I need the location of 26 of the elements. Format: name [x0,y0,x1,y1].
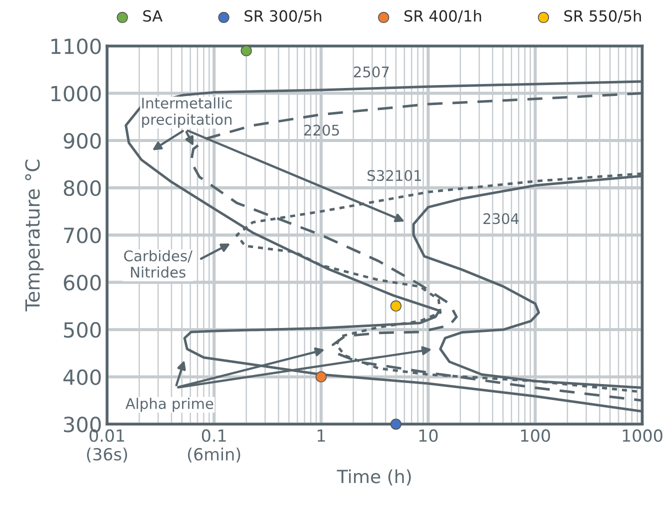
x-tick-label: 0.1 (6min) [188,429,240,463]
x-tick-label: 10 [419,429,438,442]
x-tick-label: 100 [521,429,550,442]
legend-label: SR 300/5h [244,10,322,23]
y-tick-label: 1100 [51,38,101,54]
annotation: 2507 [354,66,389,78]
y-tick-label: 1000 [51,86,101,102]
y-tick-label: 800 [64,180,101,196]
annotation: 2205 [304,124,339,136]
annotation: 2304 [483,213,519,224]
y-tick-label: 400 [63,369,101,386]
y-axis-title: Temperature °C [25,160,44,312]
y-tick-label: 700 [64,228,101,244]
annotation: Intermetallic precipitation [142,97,232,128]
legend-label: SR 400/1h [404,10,482,23]
annotation: S32101 [368,170,421,182]
legend-label: SR 550/5h [564,10,641,23]
legend-label: SA [143,10,163,22]
x-tick-label: 1 [318,430,325,442]
x-axis-title: Time (h) [336,469,411,486]
y-tick-label: 600 [64,274,101,291]
annotation: Alpha prime [125,398,214,412]
y-tick-label: 900 [64,132,101,149]
annotation: Carbides/ Nitrides [124,250,192,278]
x-tick-label: 1000 [622,429,662,442]
y-tick-label: 500 [64,322,101,338]
